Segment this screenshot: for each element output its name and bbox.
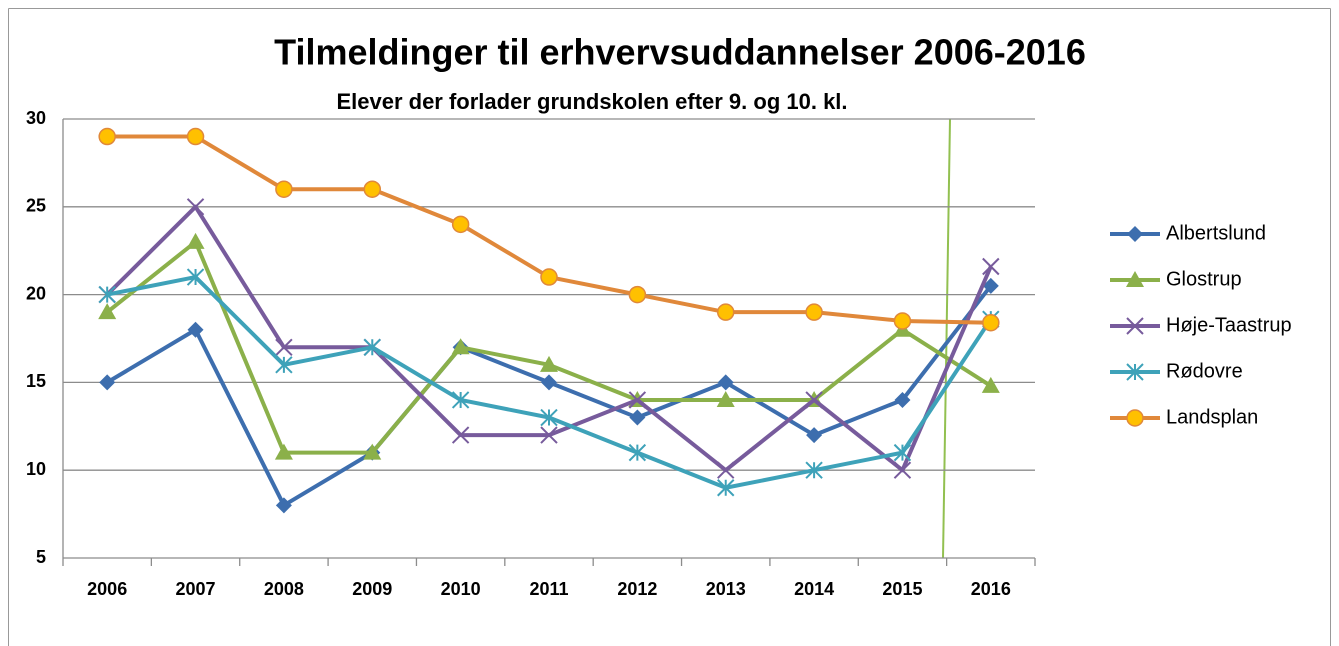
x-tick-label: 2008 <box>264 579 304 599</box>
marker <box>717 461 735 479</box>
y-tick-label: 30 <box>26 108 46 128</box>
x-tick-label: 2013 <box>706 579 746 599</box>
marker <box>806 427 823 444</box>
marker <box>540 268 558 286</box>
marker <box>186 198 205 216</box>
marker <box>805 461 823 479</box>
marker <box>894 391 911 408</box>
marker <box>451 391 470 409</box>
marker <box>275 180 293 198</box>
marker <box>186 232 205 249</box>
marker <box>982 257 1000 276</box>
marker <box>540 408 558 427</box>
y-tick-label: 20 <box>26 283 46 303</box>
marker <box>805 391 823 409</box>
marker <box>805 303 823 321</box>
marker <box>98 303 117 320</box>
marker <box>363 338 381 356</box>
marker <box>982 277 999 294</box>
x-tick-label: 2016 <box>971 579 1011 599</box>
series-line <box>105 204 993 473</box>
x-tick-label: 2011 <box>529 579 568 599</box>
y-tick-label: 5 <box>36 547 46 567</box>
legend-marker <box>1127 226 1143 242</box>
marker <box>363 180 382 198</box>
marker <box>628 443 647 462</box>
marker <box>540 426 558 444</box>
legend-marker <box>1126 409 1144 427</box>
marker <box>451 426 470 444</box>
chart-title: Tilmeldinger til erhvervsuddannelser 200… <box>274 32 1086 73</box>
marker <box>716 390 735 407</box>
marker <box>275 338 293 356</box>
marker <box>540 355 558 372</box>
marker <box>628 285 647 304</box>
marker <box>186 268 205 286</box>
marker <box>363 443 382 460</box>
marker <box>893 461 912 479</box>
legend-label: Glostrup <box>1166 268 1242 290</box>
x-tick-label: 2009 <box>352 579 392 599</box>
marker <box>717 374 734 391</box>
y-tick-label: 15 <box>26 371 46 391</box>
marker <box>187 321 204 338</box>
marker <box>717 479 735 497</box>
marker <box>275 356 293 374</box>
marker <box>541 374 557 391</box>
marker <box>982 313 1000 332</box>
marker <box>628 391 647 409</box>
marker <box>716 303 735 321</box>
legend-label: Høje-Taastrup <box>1166 314 1292 336</box>
marker <box>98 285 116 304</box>
marker <box>629 409 646 426</box>
divider-line <box>942 118 951 559</box>
marker <box>274 443 293 460</box>
marker <box>981 376 1000 393</box>
marker <box>98 127 116 146</box>
legend-marker <box>1126 317 1144 335</box>
chart-subtitle: Elever der forlader grundskolen efter 9.… <box>336 89 847 114</box>
x-tick-label: 2012 <box>617 579 657 599</box>
y-tick-label: 25 <box>26 196 46 216</box>
legend-label: Rødovre <box>1166 360 1243 382</box>
marker <box>451 338 470 355</box>
x-tick-label: 2015 <box>882 579 922 599</box>
legend-marker <box>1126 363 1144 381</box>
x-tick-label: 2006 <box>87 579 127 599</box>
marker <box>99 374 116 391</box>
x-tick-label: 2010 <box>441 579 481 599</box>
marker <box>893 443 912 462</box>
marker <box>186 127 205 146</box>
x-tick-label: 2007 <box>176 579 216 599</box>
legend-label: Albertslund <box>1166 222 1266 244</box>
legend-marker <box>1126 271 1144 287</box>
y-tick-label: 10 <box>26 459 46 479</box>
marker <box>451 215 470 234</box>
marker <box>893 312 912 330</box>
x-tick-label: 2014 <box>794 579 834 599</box>
marker <box>275 497 292 514</box>
legend-label: Landsplan <box>1166 406 1258 428</box>
